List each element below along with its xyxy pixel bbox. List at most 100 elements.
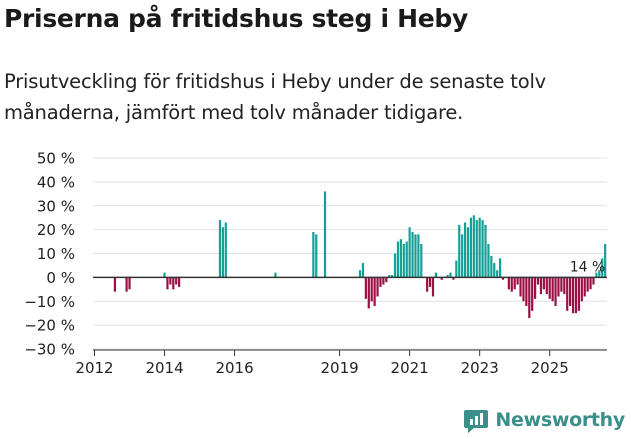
bar — [364, 277, 367, 299]
bar — [469, 217, 473, 278]
bar — [604, 243, 607, 278]
x-axis: 2012 2014 2016 2019 2021 2023 2025 — [75, 276, 607, 376]
y-axis-labels: −30 % −20 % −10 % 0 % 10 % 20 % 30 % 40 % 50 % — [24, 150, 75, 359]
bar — [522, 277, 525, 302]
bar — [172, 277, 175, 290]
bar — [455, 260, 458, 278]
annotations: 14 % — [570, 260, 606, 276]
bar — [388, 274, 391, 278]
brand-name: Newsworthy — [495, 409, 625, 431]
bar — [580, 277, 583, 302]
bar — [528, 277, 531, 318]
bar — [554, 277, 557, 307]
bar — [574, 277, 578, 314]
x-tick-label: 2025 — [531, 359, 569, 376]
bar — [501, 277, 505, 280]
x-tick-label: 2016 — [215, 359, 253, 376]
price-change-chart: −30 % −20 % −10 % 0 % 10 % 20 % 30 % 40 % 50 % 2… — [24, 150, 607, 376]
bar — [449, 272, 452, 278]
newsworthy-icon — [464, 410, 489, 433]
x-tick-label: 2019 — [321, 359, 359, 376]
bar — [408, 227, 411, 278]
bar — [586, 277, 589, 292]
bar — [507, 277, 510, 290]
bar — [128, 277, 131, 290]
chart-subtitle: Prisutveckling för fritidshus i Heby und… — [4, 70, 546, 124]
bar — [175, 277, 178, 285]
bars — [113, 191, 607, 318]
y-tick-label: 10 % — [37, 245, 75, 263]
bar — [592, 277, 595, 285]
bar — [496, 270, 499, 278]
bar — [516, 277, 519, 285]
bar — [379, 277, 382, 287]
bar — [274, 272, 277, 278]
bar — [361, 263, 365, 278]
bar — [531, 277, 534, 311]
bar — [475, 220, 478, 278]
bar — [405, 241, 408, 278]
y-tick-label: 50 % — [37, 150, 75, 168]
bar — [571, 277, 575, 314]
bar — [490, 255, 493, 278]
bar — [385, 277, 388, 283]
bar — [569, 277, 572, 307]
bar — [461, 234, 464, 278]
bar — [169, 277, 172, 285]
bar — [481, 220, 484, 278]
bar — [557, 277, 560, 297]
bar — [376, 277, 379, 297]
bar — [446, 274, 449, 278]
bar — [513, 277, 516, 290]
bar — [484, 224, 487, 278]
bar — [218, 220, 222, 278]
bar — [224, 222, 227, 278]
bar — [440, 277, 443, 280]
bar — [312, 232, 315, 278]
bar — [393, 253, 397, 278]
bar — [510, 277, 513, 292]
bar — [472, 215, 475, 278]
bar — [166, 277, 169, 290]
y-tick-label: 30 % — [37, 197, 75, 215]
bar — [534, 277, 537, 299]
bar — [589, 277, 592, 290]
bar — [551, 277, 554, 302]
bar — [428, 277, 432, 287]
bar — [542, 277, 545, 290]
bar — [466, 227, 470, 278]
bar — [411, 232, 414, 278]
bar — [577, 277, 580, 311]
chart-title: Priserna på fritidshus steg i Heby — [4, 4, 469, 33]
bar — [399, 239, 402, 278]
bar — [519, 277, 522, 297]
bar — [125, 277, 128, 292]
bar — [595, 272, 598, 278]
bar — [315, 234, 318, 278]
y-tick-label: 20 % — [37, 221, 75, 239]
y-tick-label: −30 % — [24, 341, 75, 359]
newsworthy-logo: Newsworthy — [463, 407, 625, 433]
bar — [178, 277, 181, 287]
bar — [391, 274, 394, 278]
bar — [583, 277, 586, 297]
bar — [434, 272, 438, 278]
bar — [566, 277, 569, 311]
bar — [323, 191, 327, 278]
gridlines — [93, 157, 607, 350]
bar — [563, 277, 566, 295]
bar — [113, 277, 117, 292]
bar — [373, 277, 376, 307]
bar — [536, 277, 540, 285]
x-tick-label: 2021 — [391, 359, 429, 376]
bar — [358, 270, 362, 278]
bar — [499, 258, 502, 278]
bar — [370, 277, 373, 302]
bar — [601, 258, 604, 278]
bar — [548, 277, 551, 299]
bar — [458, 224, 461, 278]
y-tick-label: −10 % — [24, 293, 75, 311]
bar — [463, 222, 467, 278]
bar — [414, 234, 417, 278]
bar — [539, 277, 543, 295]
